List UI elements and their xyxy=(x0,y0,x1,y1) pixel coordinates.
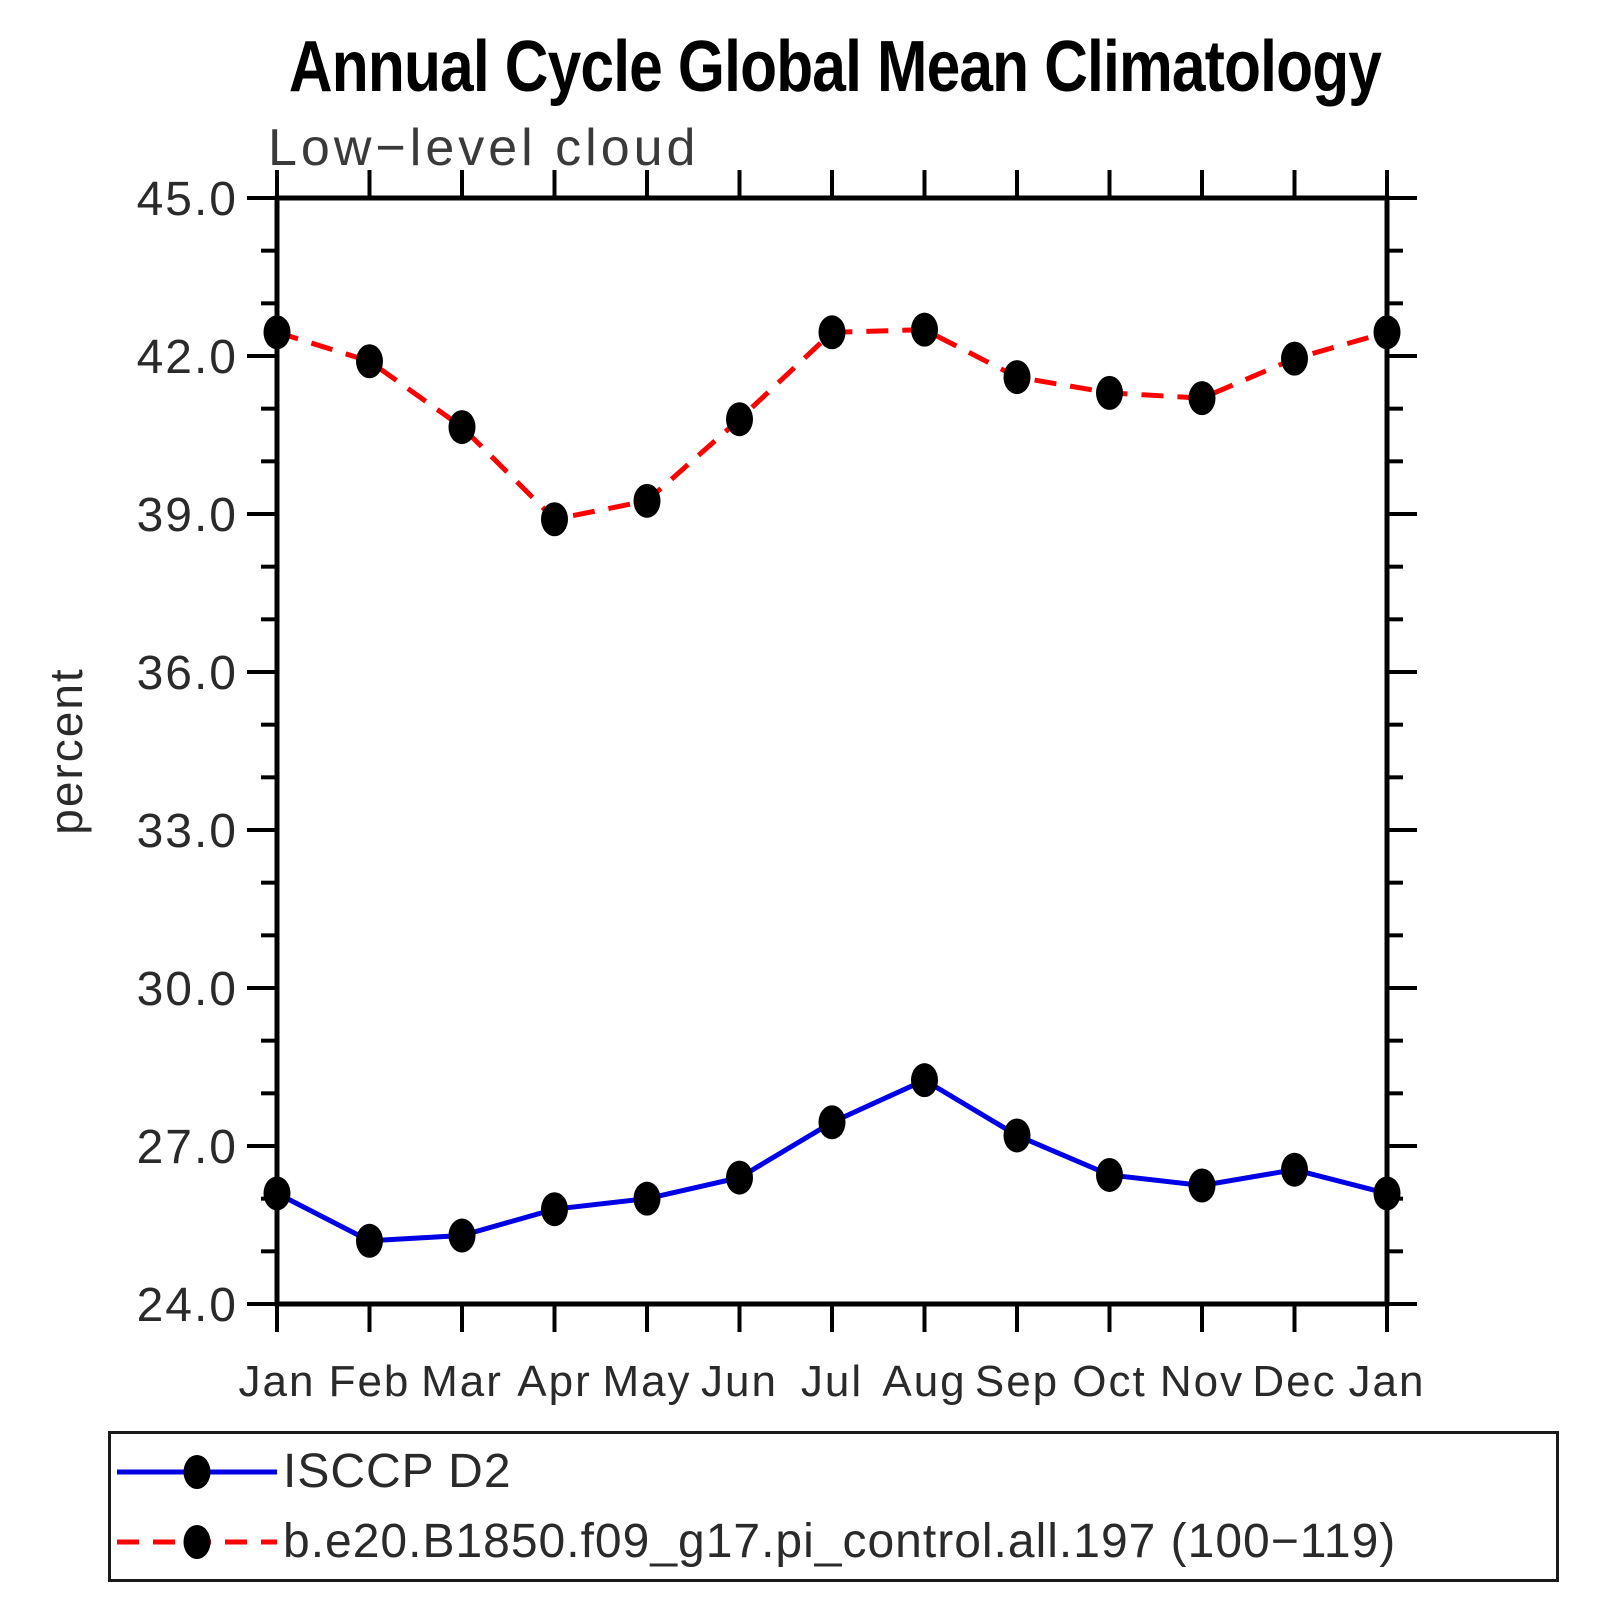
data-point xyxy=(1003,360,1031,395)
x-tick-label: Mar xyxy=(421,1357,503,1406)
y-tick-label: 24.0 xyxy=(137,1279,238,1332)
data-point xyxy=(1373,315,1401,350)
x-tick-label: Jul xyxy=(801,1357,863,1406)
x-tick-label: Sep xyxy=(975,1357,1059,1406)
data-point xyxy=(448,410,476,445)
legend: ISCCP D2 b.e20.B1850.f09_g17.pi_control.… xyxy=(108,1431,1559,1582)
data-point xyxy=(633,483,661,518)
data-point xyxy=(1373,1176,1401,1211)
data-point xyxy=(263,1176,291,1211)
x-tick-label: May xyxy=(602,1357,691,1406)
data-point xyxy=(448,1218,476,1253)
legend-label: ISCCP D2 xyxy=(283,1445,512,1498)
data-point xyxy=(1096,1157,1123,1192)
x-tick-label: Feb xyxy=(329,1357,411,1406)
series-line-0 xyxy=(275,1077,1388,1244)
x-tick-label: Nov xyxy=(1160,1357,1244,1406)
data-point xyxy=(726,1160,753,1195)
data-point xyxy=(911,1063,938,1098)
data-point xyxy=(726,402,753,437)
y-tick-label: 36.0 xyxy=(137,647,238,700)
x-tick-label: Aug xyxy=(882,1357,966,1406)
data-point xyxy=(818,1105,846,1140)
legend-swatch-solid-line-icon xyxy=(117,1454,277,1489)
data-point xyxy=(541,502,568,537)
data-point xyxy=(263,315,291,350)
y-tick-label: 33.0 xyxy=(137,805,238,858)
legend-item-isccp-d2: ISCCP D2 xyxy=(111,1441,1556,1503)
y-tick-label: 27.0 xyxy=(137,1121,238,1174)
data-point xyxy=(1096,375,1123,410)
legend-item-model-control: b.e20.B1850.f09_g17.pi_control.all.197 (… xyxy=(111,1511,1556,1573)
chart-subtitle: Low−level cloud xyxy=(268,119,700,177)
legend-swatch-dashed-line-icon xyxy=(117,1524,277,1559)
y-tick-label: 30.0 xyxy=(137,963,238,1016)
series-line-1 xyxy=(276,327,1388,522)
data-point xyxy=(356,344,383,379)
data-point xyxy=(1003,1118,1031,1153)
data-point xyxy=(1188,1168,1216,1203)
data-point xyxy=(911,312,938,347)
data-point xyxy=(818,315,846,350)
y-tick-label: 42.0 xyxy=(137,331,238,384)
y-tick-label: 39.0 xyxy=(137,489,238,542)
x-tick-label: Apr xyxy=(517,1357,591,1406)
data-point xyxy=(1281,1152,1308,1187)
x-tick-label: Oct xyxy=(1072,1357,1146,1406)
data-point xyxy=(541,1192,568,1227)
x-tick-label: Jan xyxy=(239,1357,316,1406)
legend-marker-dot-icon xyxy=(183,1454,211,1489)
y-tick-label: 45.0 xyxy=(137,173,238,226)
x-tick-label: Dec xyxy=(1252,1357,1336,1406)
data-point xyxy=(356,1223,383,1258)
data-point xyxy=(1188,381,1216,416)
y-axis-label: percent xyxy=(40,667,92,834)
legend-label: b.e20.B1850.f09_g17.pi_control.all.197 (… xyxy=(283,1515,1397,1568)
data-point xyxy=(1281,341,1308,376)
legend-marker-dot-icon xyxy=(183,1524,211,1559)
x-tick-label: Jan xyxy=(1349,1357,1426,1406)
chart-title: Annual Cycle Global Mean Climatology xyxy=(288,27,1382,107)
data-point xyxy=(633,1181,661,1216)
x-tick-label: Jun xyxy=(701,1357,778,1406)
